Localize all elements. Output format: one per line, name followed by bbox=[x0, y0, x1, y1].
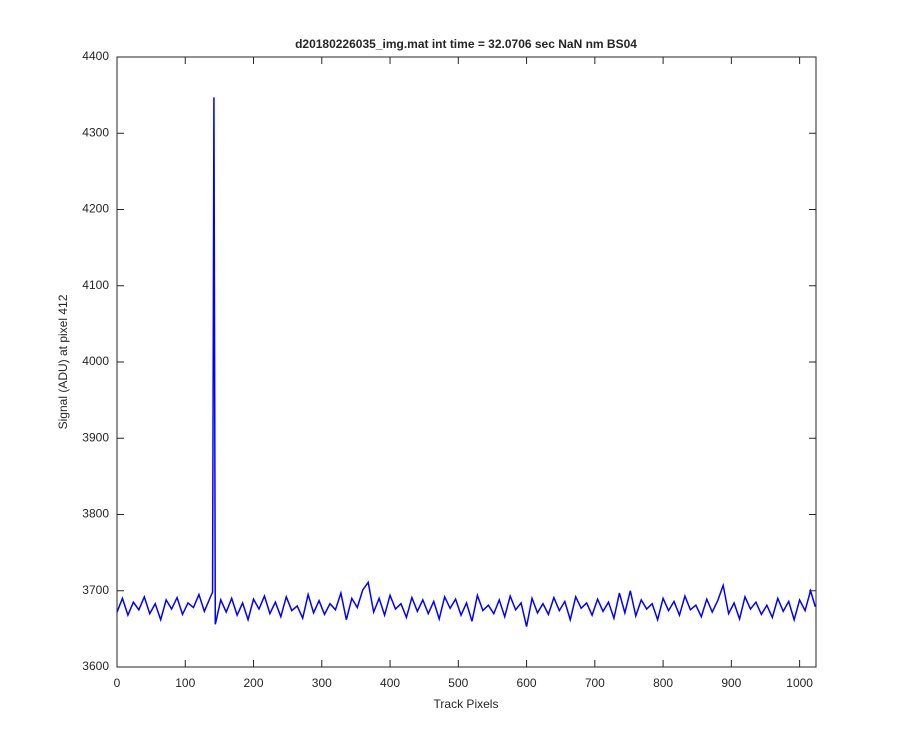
x-tick-label: 800 bbox=[653, 676, 673, 690]
y-tick-label: 3600 bbox=[82, 659, 109, 673]
y-axis-label: Signal (ADU) at pixel 412 bbox=[56, 294, 70, 429]
x-tick-label: 0 bbox=[114, 676, 121, 690]
y-tick-label: 4300 bbox=[82, 125, 109, 139]
x-tick-label: 200 bbox=[244, 676, 264, 690]
chart-title: d20180226035_img.mat int time = 32.0706 … bbox=[295, 37, 637, 51]
x-tick-label: 100 bbox=[175, 676, 195, 690]
data-line bbox=[116, 97, 817, 627]
x-tick-label: 600 bbox=[517, 676, 537, 690]
y-tick-label: 4400 bbox=[82, 49, 109, 63]
y-tick-label: 3900 bbox=[82, 430, 109, 444]
y-tick-label: 4000 bbox=[82, 354, 109, 368]
y-tick-label: 3700 bbox=[82, 583, 109, 597]
x-tick-label: 400 bbox=[380, 676, 400, 690]
y-tick-label: 4100 bbox=[82, 278, 109, 292]
y-tick-label: 3800 bbox=[82, 507, 109, 521]
x-tick-label: 300 bbox=[312, 676, 332, 690]
y-tick-label: 4200 bbox=[82, 202, 109, 216]
x-tick-label: 500 bbox=[448, 676, 468, 690]
x-tick-label: 700 bbox=[585, 676, 605, 690]
x-tick-label: 900 bbox=[721, 676, 741, 690]
x-tick-label: 1000 bbox=[786, 676, 813, 690]
x-axis-label: Track Pixels bbox=[434, 697, 499, 711]
